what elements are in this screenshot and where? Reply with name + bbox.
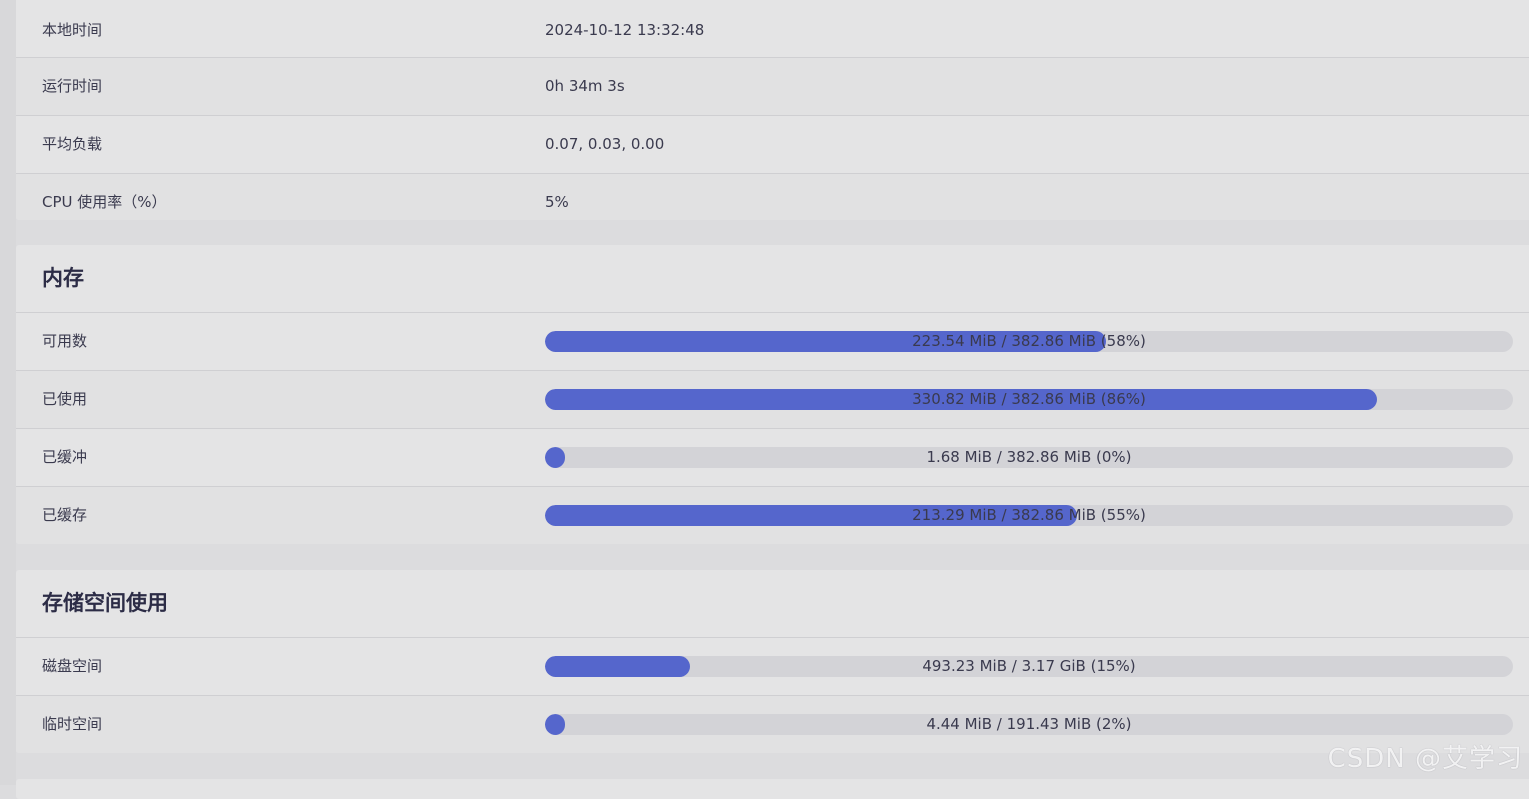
memory-used-label: 已使用 — [42, 390, 88, 408]
row-disk-space: 磁盘空间 493.23 MiB / 3.17 GiB (15%) — [16, 638, 1529, 696]
temp-space-progress-fill — [545, 714, 565, 735]
memory-cached-progress-fill — [545, 505, 1078, 526]
row-memory-available: 可用数 223.54 MiB / 382.86 MiB (58%) — [16, 313, 1529, 371]
memory-used-progress-fill — [545, 389, 1378, 410]
next-card-edge — [16, 779, 1529, 799]
memory-cached-progress-bar: 213.29 MiB / 382.86 MiB (55%) — [545, 505, 1513, 526]
row-cpu-usage: CPU 使用率（%） 5% — [16, 174, 1529, 220]
disk-space-progress-text: 493.23 MiB / 3.17 GiB (15%) — [922, 657, 1136, 675]
left-edge — [0, 0, 16, 785]
memory-used-progress-text: 330.82 MiB / 382.86 MiB (86%) — [912, 390, 1146, 408]
memory-used-progress-bar: 330.82 MiB / 382.86 MiB (86%) — [545, 389, 1513, 410]
row-load-average: 平均负载 0.07, 0.03, 0.00 — [16, 116, 1529, 174]
watermark: CSDN @艾学习 — [1327, 744, 1523, 774]
local-time-label: 本地时间 — [42, 21, 103, 39]
cpu-usage-label: CPU 使用率（%） — [42, 193, 167, 211]
temp-space-label: 临时空间 — [42, 715, 103, 733]
memory-title: 内存 — [16, 245, 1529, 313]
storage-title: 存储空间使用 — [16, 570, 1529, 638]
storage-card: 存储空间使用 磁盘空间 493.23 MiB / 3.17 GiB (15%) … — [16, 570, 1529, 753]
local-time-value: 2024-10-12 13:32:48 — [545, 21, 705, 39]
memory-cached-label: 已缓存 — [42, 506, 88, 524]
temp-space-progress-bar: 4.44 MiB / 191.43 MiB (2%) — [545, 714, 1513, 735]
memory-buffered-label: 已缓冲 — [42, 448, 88, 466]
row-local-time: 本地时间 2024-10-12 13:32:48 — [16, 0, 1529, 58]
memory-buffered-progress-bar: 1.68 MiB / 382.86 MiB (0%) — [545, 447, 1513, 468]
row-temp-space: 临时空间 4.44 MiB / 191.43 MiB (2%) — [16, 696, 1529, 753]
memory-buffered-progress-fill — [545, 447, 565, 468]
row-uptime: 运行时间 0h 34m 3s — [16, 58, 1529, 116]
memory-available-label: 可用数 — [42, 332, 88, 350]
memory-buffered-progress-text: 1.68 MiB / 382.86 MiB (0%) — [926, 448, 1132, 466]
disk-space-progress-fill — [545, 656, 691, 677]
row-memory-cached: 已缓存 213.29 MiB / 382.86 MiB (55%) — [16, 487, 1529, 544]
uptime-value: 0h 34m 3s — [545, 77, 625, 95]
load-average-value: 0.07, 0.03, 0.00 — [545, 135, 665, 153]
memory-available-progress-text: 223.54 MiB / 382.86 MiB (58%) — [912, 332, 1146, 350]
temp-space-progress-text: 4.44 MiB / 191.43 MiB (2%) — [926, 715, 1132, 733]
load-average-label: 平均负载 — [42, 135, 103, 153]
memory-available-progress-fill — [545, 331, 1107, 352]
memory-cached-progress-text: 213.29 MiB / 382.86 MiB (55%) — [912, 506, 1146, 524]
memory-card: 内存 可用数 223.54 MiB / 382.86 MiB (58%) 已使用… — [16, 245, 1529, 544]
disk-space-label: 磁盘空间 — [42, 657, 103, 675]
system-status-card: 本地时间 2024-10-12 13:32:48 运行时间 0h 34m 3s … — [16, 0, 1529, 220]
memory-available-progress-bar: 223.54 MiB / 382.86 MiB (58%) — [545, 331, 1513, 352]
cpu-usage-value: 5% — [545, 193, 569, 211]
row-memory-buffered: 已缓冲 1.68 MiB / 382.86 MiB (0%) — [16, 429, 1529, 487]
row-memory-used: 已使用 330.82 MiB / 382.86 MiB (86%) — [16, 371, 1529, 429]
uptime-label: 运行时间 — [42, 77, 103, 95]
disk-space-progress-bar: 493.23 MiB / 3.17 GiB (15%) — [545, 656, 1513, 677]
